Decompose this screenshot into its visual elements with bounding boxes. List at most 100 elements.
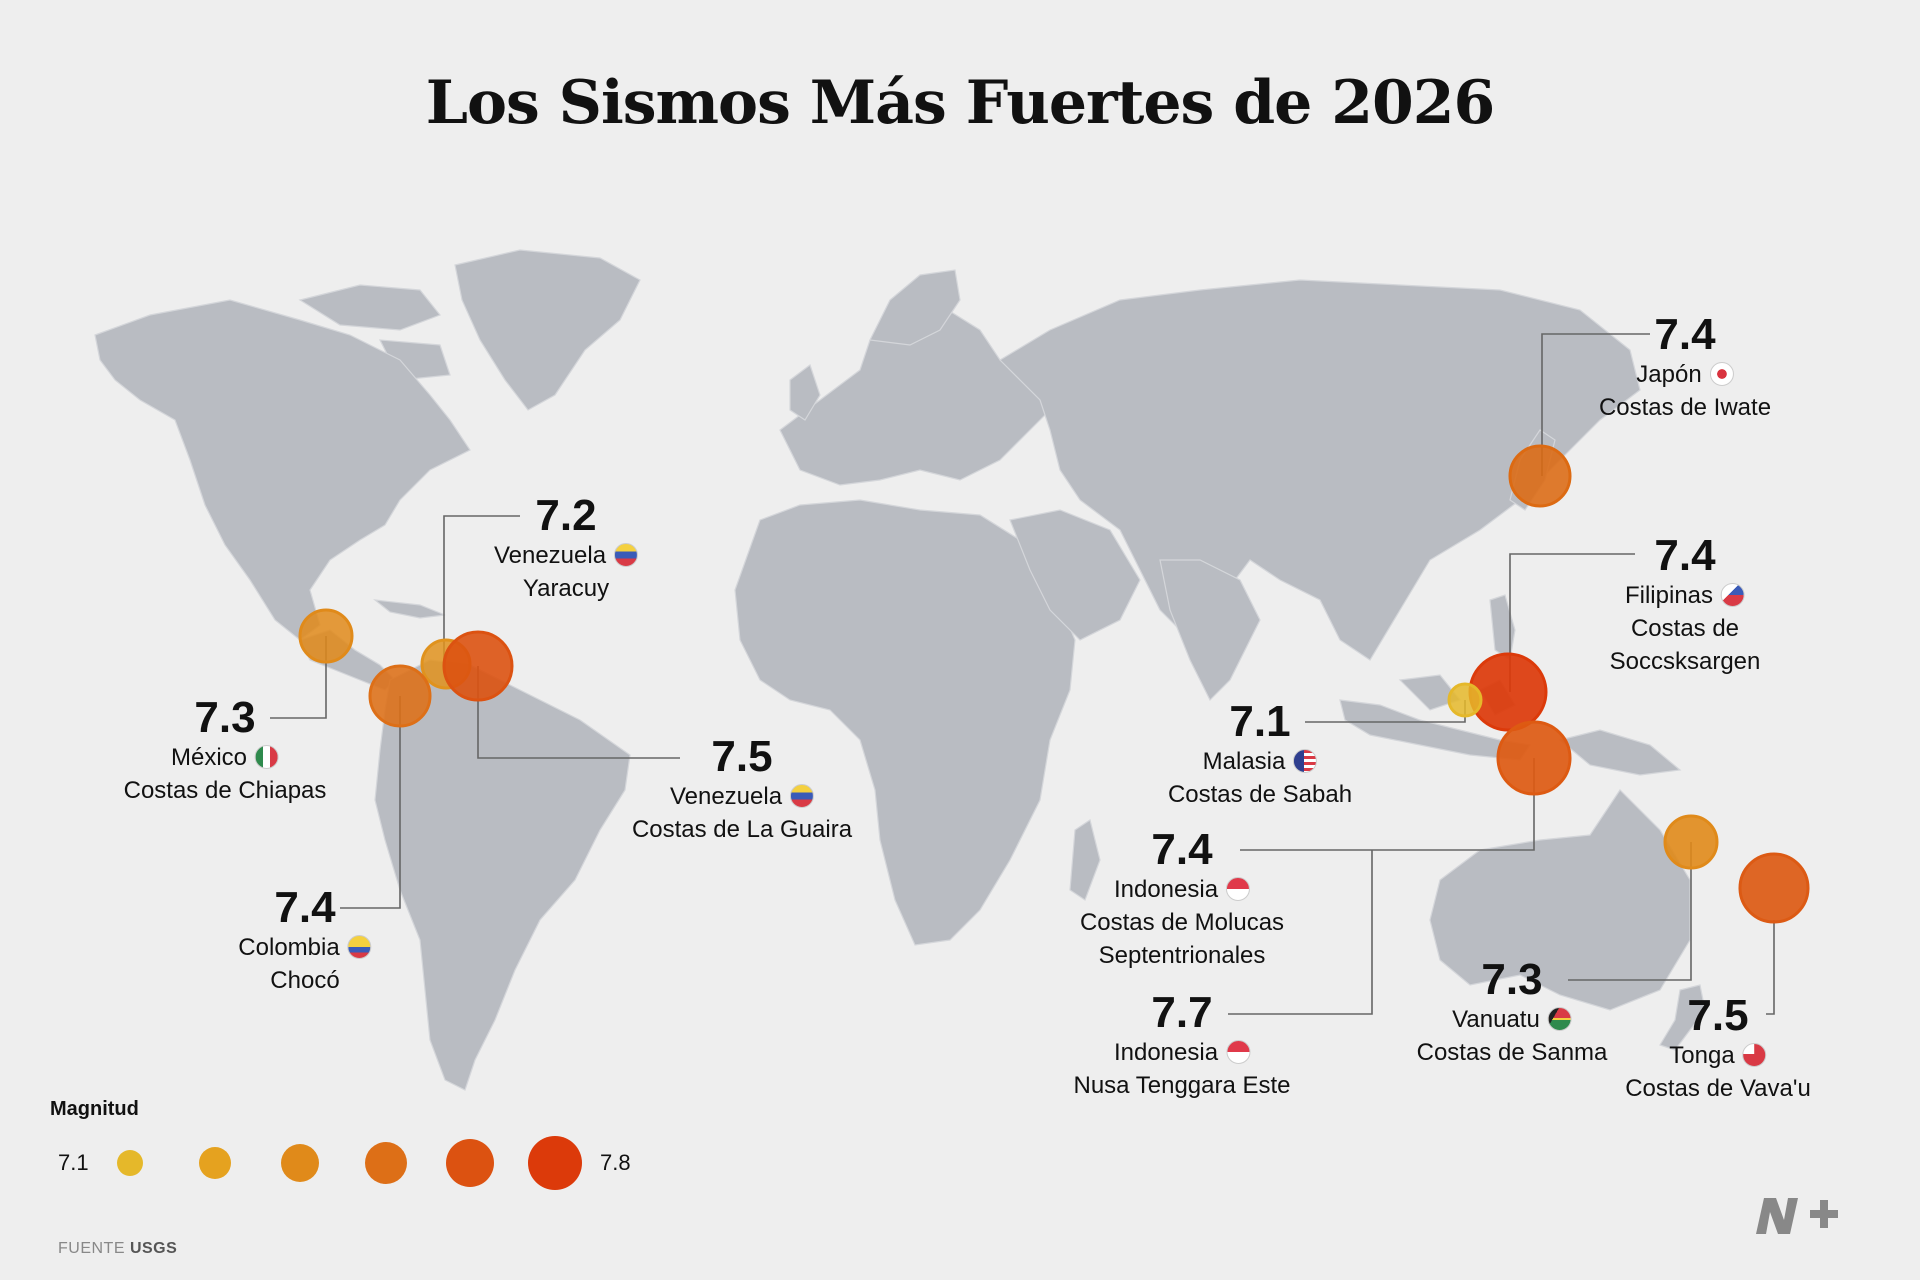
country: Venezuela: [493, 542, 607, 569]
leader-colombia: [340, 696, 401, 909]
region: Nusa Tenggara Este: [1073, 1072, 1291, 1099]
land-philippines: [1489, 594, 1516, 662]
source-credit: FUENTE USGS: [58, 1240, 177, 1258]
land-india: [1159, 559, 1261, 702]
quake-label-vanuatu: 7.3 Vanuatu Costas de Sanma: [1417, 957, 1608, 1069]
region: Yaracuy: [522, 575, 610, 602]
region-line-1: Costas de Molucas: [1079, 909, 1285, 936]
magnitude: 7.5: [1687, 991, 1749, 1040]
tonga-flag-icon: [1742, 1043, 1767, 1067]
malaysia-flag-icon: [1293, 749, 1318, 773]
japan-flag-icon: [1709, 362, 1734, 386]
magnitude: 7.2: [535, 491, 597, 540]
quake-marker-tonga: [1738, 852, 1810, 924]
region: Costas de Sanma: [1416, 1039, 1608, 1066]
region: Costas de Sabah: [1167, 781, 1353, 808]
region-line-1: Costas de: [1630, 615, 1740, 642]
venezuela-flag-icon: [790, 784, 815, 808]
philippines-flag-icon: [1721, 583, 1746, 607]
country: Colombia: [238, 934, 340, 961]
legend-bubble-6: [528, 1136, 582, 1190]
land-new-guinea: [1558, 729, 1682, 776]
land-cuba: [373, 599, 446, 619]
country: Malasia: [1202, 748, 1286, 775]
quake-marker-molucas: [1496, 720, 1572, 796]
legend-title: Magnitud: [50, 1098, 139, 1120]
region: Costas de La Guaira: [631, 816, 853, 843]
map-title: Los Sismos Más Fuertes de 2026: [425, 68, 1495, 138]
region: Costas de Iwate: [1598, 394, 1772, 421]
quake-label-malasia: 7.1 Malasia Costas de Sabah: [1168, 699, 1352, 811]
magnitude: 7.5: [711, 732, 773, 781]
land-north-america: [94, 299, 471, 641]
quake-label-chiapas: 7.3 México Costas de Chiapas: [124, 695, 327, 807]
quake-label-yaracuy: 7.2 Venezuela Yaracuy: [493, 491, 639, 605]
country: Japón: [1636, 361, 1702, 388]
magnitude: 7.1: [1229, 697, 1291, 746]
country: Indonesia: [1113, 876, 1219, 903]
legend-bubbles: [117, 1136, 582, 1190]
country: Filipinas: [1624, 582, 1714, 609]
quake-label-colombia: 7.4 Colombia Chocó: [238, 883, 372, 997]
indonesia-flag-icon: [1226, 877, 1251, 901]
region: Costas de Chiapas: [123, 777, 327, 804]
quake-marker-colombia: [368, 664, 432, 728]
magnitude: 7.4: [1654, 310, 1716, 359]
land-scandinavia: [869, 269, 961, 346]
land-greenland: [454, 249, 641, 411]
land-asia: [999, 279, 1641, 661]
land-south-america: [374, 659, 631, 1091]
indonesia-flag-icon: [1226, 1040, 1251, 1064]
country: Venezuela: [669, 783, 783, 810]
source-prefix: FUENTE: [58, 1240, 125, 1257]
legend-min-label: 7.1: [58, 1150, 89, 1175]
country: Tonga: [1669, 1042, 1735, 1069]
magnitude: 7.3: [194, 693, 256, 742]
region: Costas de Vava'u: [1625, 1075, 1811, 1102]
quake-marker-la-guaira: [442, 630, 514, 702]
quake-label-filipinas: 7.4 Filipinas Costas de Soccsksargen: [1610, 533, 1761, 678]
country: Indonesia: [1113, 1039, 1219, 1066]
quake-label-nusa-tenggara: 7.7 Indonesia Nusa Tenggara Este: [1073, 990, 1290, 1102]
land-africa: [734, 499, 1076, 946]
legend-bubble-5: [446, 1139, 494, 1187]
region: Chocó: [270, 967, 340, 994]
quake-label-molucas: 7.4 Indonesia Costas de Molucas Septentr…: [1080, 827, 1284, 972]
land-arabia: [1009, 509, 1141, 641]
land-masses: [94, 249, 1706, 1091]
mexico-flag-icon: [255, 745, 280, 769]
leader-vanuatu: [1568, 842, 1692, 981]
legend-bubble-3: [281, 1144, 319, 1182]
leader-nusa-tenggara: [1228, 850, 1373, 1015]
leader-japon: [1541, 333, 1650, 476]
country: Vanuatu: [1452, 1006, 1540, 1033]
quake-marker-japon: [1508, 444, 1572, 508]
quake-markers: [298, 444, 1810, 924]
magnitude: 7.7: [1151, 988, 1213, 1037]
leader-tonga: [1766, 920, 1775, 1015]
quake-marker-chiapas: [298, 608, 354, 664]
quake-marker-vanuatu: [1663, 814, 1719, 870]
legend-bubble-2: [199, 1147, 231, 1179]
leader-yaracuy: [443, 515, 520, 664]
magnitude: 7.3: [1481, 955, 1543, 1004]
legend-max-label: 7.8: [600, 1150, 631, 1175]
leader-filipinas: [1509, 553, 1635, 692]
nplus-logo-icon: [1756, 1198, 1838, 1234]
leader-lines: [270, 333, 1775, 1015]
vanuatu-flag-icon: [1547, 1007, 1572, 1031]
land-new-zealand: [1659, 984, 1706, 1051]
quake-label-la-guaira: 7.5 Venezuela Costas de La Guaira: [632, 734, 852, 846]
quake-label-tonga: 7.5 Tonga Costas de Vava'u: [1625, 993, 1811, 1105]
country: México: [170, 744, 248, 771]
magnitude: 7.4: [1151, 825, 1213, 874]
legend-bubble-1: [117, 1150, 143, 1176]
legend-bubble-4: [365, 1142, 407, 1184]
venezuela-flag-icon: [614, 543, 639, 567]
region-line-2: Septentrionales: [1098, 942, 1266, 969]
land-australia: [1429, 789, 1691, 1011]
land-madagascar: [1069, 819, 1101, 901]
magnitude: 7.4: [274, 883, 336, 932]
quake-marker-malasia: [1447, 682, 1483, 718]
